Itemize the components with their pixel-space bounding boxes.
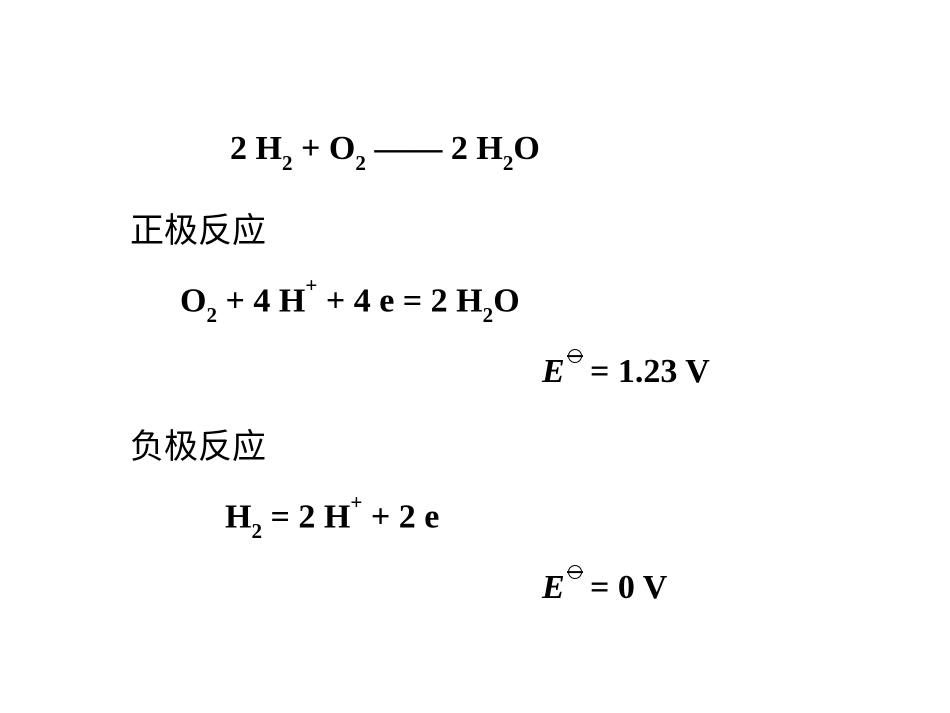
text: O <box>513 130 539 167</box>
text: + O <box>293 130 356 167</box>
potential-value: = 0 V <box>582 569 668 606</box>
text: + 4 e = 2 H <box>317 282 482 319</box>
subscript: 2 <box>483 303 494 327</box>
subscript: 2 <box>206 303 217 327</box>
subscript: 2 <box>251 519 262 543</box>
standard-theta-icon <box>565 353 582 390</box>
positive-electrode-label: 正极反应 <box>130 203 850 252</box>
text: + 4 H <box>217 282 305 319</box>
e-symbol: E <box>542 353 565 390</box>
arrow: —— <box>366 130 451 167</box>
equations-block: 2 H2 + O2 —— 2 H2O 正极反应 O2 + 4 H+ + 4 e … <box>130 130 850 635</box>
subscript: 2 <box>503 151 514 175</box>
text: 2 H <box>451 130 503 167</box>
potential-value: = 1.23 V <box>582 353 710 390</box>
text: O <box>493 282 519 319</box>
negative-half-reaction: H2 = 2 H+ + 2 e <box>130 496 850 541</box>
text: O <box>180 282 206 319</box>
subscript: 2 <box>282 151 293 175</box>
e-symbol: E <box>542 569 565 606</box>
negative-potential: E = 0 V <box>130 569 850 607</box>
positive-half-reaction: O2 + 4 H+ + 4 e = 2 H2O <box>130 280 850 325</box>
superscript: + <box>350 490 362 514</box>
superscript: + <box>305 273 317 297</box>
negative-electrode-label: 负极反应 <box>130 419 850 468</box>
text: = 2 H <box>262 498 350 535</box>
overall-reaction: 2 H2 + O2 —— 2 H2O <box>130 130 850 173</box>
positive-potential: E = 1.23 V <box>130 353 850 391</box>
subscript: 2 <box>355 151 366 175</box>
standard-theta-icon <box>565 569 582 606</box>
text: 2 H <box>230 130 282 167</box>
text: + 2 e <box>362 498 439 535</box>
text: H <box>225 498 251 535</box>
